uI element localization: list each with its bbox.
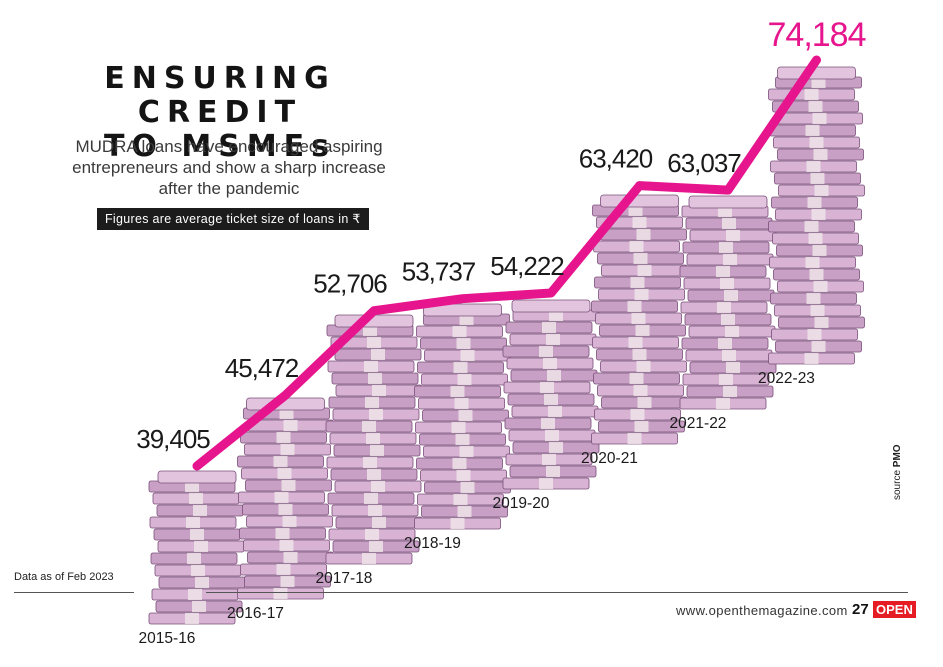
currency-stack-2021-22 [679, 195, 777, 410]
value-label: 53,737 [402, 257, 476, 287]
title-line-1: ENSURING CREDIT [104, 61, 336, 130]
currency-stack-2016-17 [237, 397, 334, 600]
category-label: 2021-22 [670, 415, 727, 432]
value-label: 45,472 [225, 353, 299, 383]
category-label: 2017-18 [316, 570, 373, 587]
currency-stack-2019-20 [502, 299, 600, 490]
currency-stack-2018-19 [414, 303, 511, 530]
footer-divider-right [206, 592, 908, 593]
value-label: 63,037 [667, 148, 741, 178]
category-label: 2018-19 [404, 535, 461, 552]
currency-stack-2017-18 [325, 314, 423, 565]
category-label: 2022-23 [758, 370, 815, 387]
currency-stacks [148, 66, 865, 625]
source-credit: source PMO [892, 444, 903, 500]
currency-stack-2020-21 [591, 194, 688, 445]
brand-logo: OPEN [873, 601, 916, 618]
value-label: 52,706 [313, 269, 387, 299]
source-label: source [892, 469, 903, 500]
trend-line [192, 55, 821, 471]
chart-subtitle: MUDRA loans have encouraged aspiring ent… [72, 137, 386, 198]
category-label: 2015-16 [139, 630, 196, 647]
page-number: 27 [852, 601, 869, 618]
footer-divider-left [14, 592, 134, 593]
currency-stack-2022-23 [768, 66, 865, 365]
value-label: 74,184 [768, 16, 866, 54]
category-label: 2016-17 [227, 605, 284, 622]
category-label: 2019-20 [493, 495, 550, 512]
chart-labels: 39,405 2015-16 45,472 2016-17 52,706 2017-18 5… [136, 16, 866, 647]
title-line-2: TO MSMEs [103, 129, 337, 164]
value-label: 39,405 [136, 424, 210, 454]
website-link[interactable]: www.openthemagazine.com [676, 603, 848, 618]
units-note: Figures are average ticket size of loans… [97, 208, 369, 230]
currency-stack-2015-16 [148, 470, 246, 625]
data-as-of: Data as of Feb 2023 [14, 571, 114, 583]
value-label: 63,420 [579, 144, 653, 174]
chart-title: ENSURING CREDIT TO MSMEs [40, 62, 400, 164]
category-label: 2020-21 [581, 450, 638, 467]
source-name: PMO [892, 444, 903, 468]
value-label: 54,222 [490, 251, 564, 281]
